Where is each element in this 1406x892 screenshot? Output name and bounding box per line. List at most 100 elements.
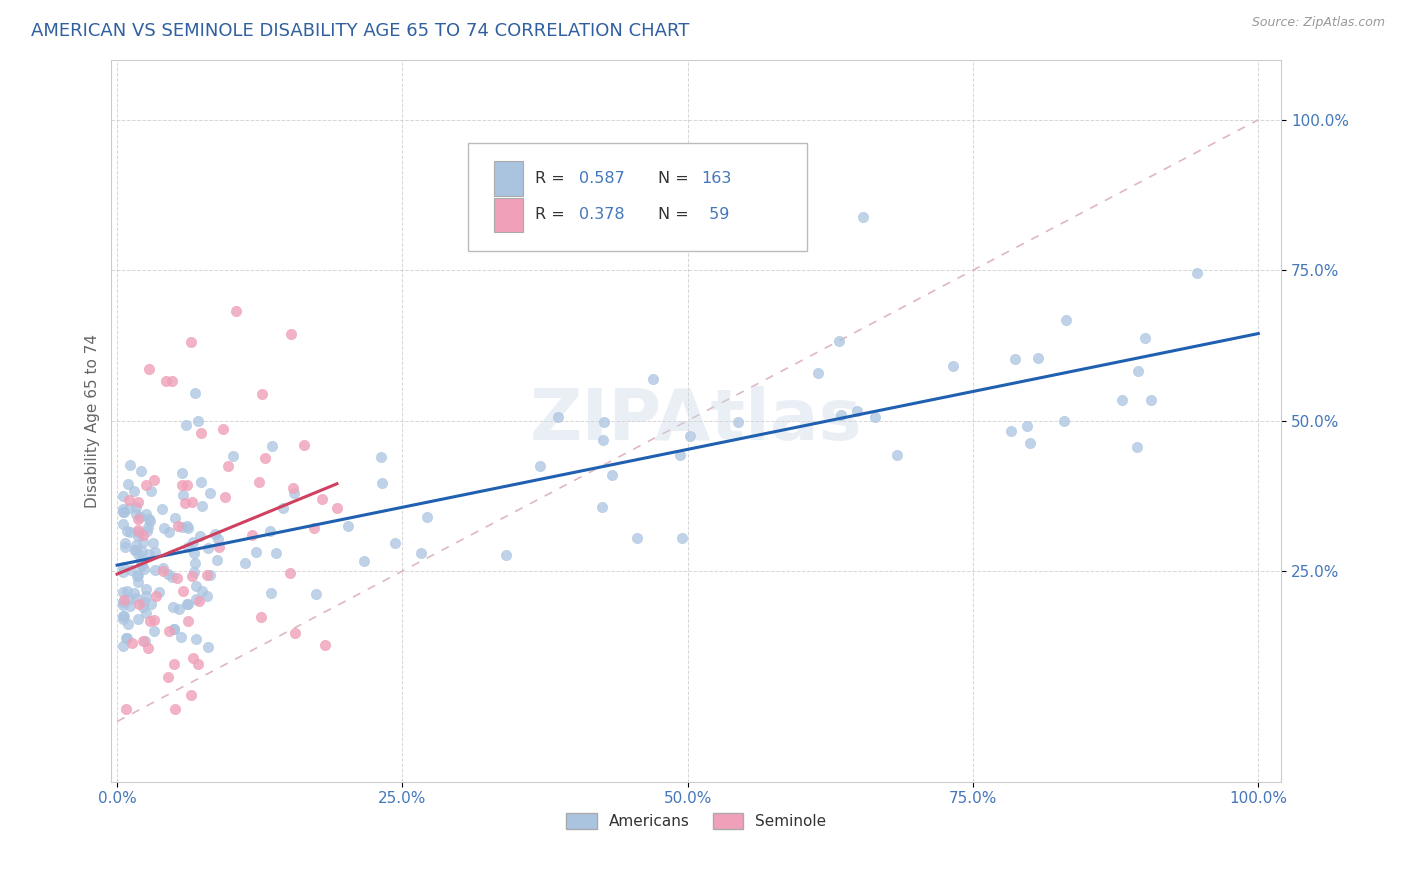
Point	[143, 563, 166, 577]
Point	[132, 599, 155, 614]
Point	[1054, 313, 1077, 327]
Point	[181, 569, 204, 583]
Point	[152, 561, 174, 575]
Point	[165, 510, 187, 524]
Point	[1004, 352, 1026, 367]
Point	[141, 483, 163, 498]
Point	[111, 565, 134, 579]
Point	[153, 521, 176, 535]
Point	[177, 540, 200, 554]
Point	[125, 591, 148, 605]
Point	[1026, 351, 1049, 365]
Point	[118, 458, 141, 473]
Point	[176, 478, 198, 492]
Text: Source: ZipAtlas.com: Source: ZipAtlas.com	[1251, 16, 1385, 29]
Point	[127, 547, 149, 561]
Point	[172, 584, 194, 599]
Point	[160, 570, 183, 584]
Text: N =: N =	[658, 207, 693, 222]
Point	[118, 591, 141, 606]
Point	[370, 450, 392, 465]
Point	[1126, 440, 1149, 454]
Point	[183, 546, 205, 560]
Text: 163: 163	[702, 171, 731, 186]
Text: 0.378: 0.378	[579, 207, 624, 222]
Point	[136, 524, 159, 538]
Point	[176, 519, 198, 533]
Point	[195, 589, 218, 603]
Point	[197, 640, 219, 655]
Point	[626, 531, 648, 545]
Point	[191, 584, 214, 599]
Point	[591, 500, 613, 515]
Point	[214, 490, 236, 504]
Point	[127, 612, 149, 626]
Point	[142, 613, 165, 627]
Point	[679, 429, 702, 443]
Point	[117, 583, 139, 598]
Point	[830, 408, 852, 422]
Bar	[494, 161, 523, 196]
Point	[136, 640, 159, 655]
Point	[326, 500, 349, 515]
Point	[190, 425, 212, 440]
Point	[122, 484, 145, 499]
Point	[186, 579, 208, 593]
Point	[136, 520, 159, 534]
Point	[172, 488, 194, 502]
Point	[111, 560, 134, 574]
Point	[852, 210, 875, 224]
Point	[127, 525, 149, 540]
Point	[200, 486, 222, 500]
Point	[135, 589, 157, 603]
Point	[174, 496, 197, 510]
Point	[547, 409, 569, 424]
Point	[278, 566, 301, 580]
Point	[115, 702, 138, 716]
Point	[416, 510, 439, 524]
Point	[111, 505, 134, 519]
Point	[120, 524, 142, 539]
Point	[111, 640, 134, 654]
Point	[139, 598, 162, 612]
Point	[240, 528, 263, 542]
Point	[264, 546, 287, 560]
Point	[207, 532, 229, 546]
Point	[127, 575, 149, 590]
Point	[132, 634, 155, 648]
Text: R =: R =	[534, 171, 569, 186]
Point	[172, 478, 194, 492]
Point	[180, 689, 202, 703]
Point	[281, 481, 304, 495]
Point	[124, 542, 146, 557]
Point	[222, 449, 245, 463]
Point	[125, 538, 148, 552]
Point	[118, 500, 141, 515]
Point	[600, 468, 623, 483]
Point	[128, 597, 150, 611]
Point	[131, 544, 153, 558]
Point	[188, 593, 211, 607]
Text: N =: N =	[658, 171, 693, 186]
Point	[197, 567, 219, 582]
Point	[174, 418, 197, 433]
Point	[727, 415, 749, 429]
Point	[115, 524, 138, 539]
Point	[186, 592, 208, 607]
Point	[157, 566, 180, 581]
Point	[125, 569, 148, 583]
Point	[167, 518, 190, 533]
Point	[127, 567, 149, 582]
Point	[353, 554, 375, 568]
FancyBboxPatch shape	[468, 143, 807, 251]
Point	[142, 473, 165, 487]
Point	[111, 490, 134, 504]
Point	[371, 475, 394, 490]
Point	[247, 475, 270, 490]
Point	[191, 499, 214, 513]
Point	[495, 548, 517, 562]
Point	[337, 519, 360, 533]
Point	[1133, 331, 1156, 345]
Point	[117, 631, 139, 645]
Point	[846, 404, 869, 418]
